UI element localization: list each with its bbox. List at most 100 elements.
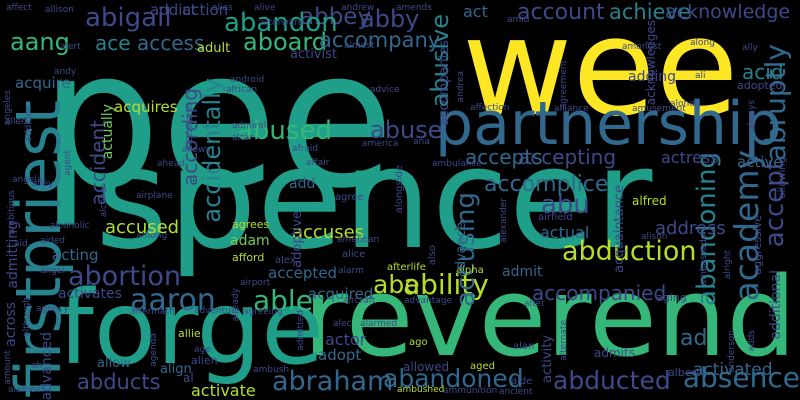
cloud-word: reverend xyxy=(303,253,797,381)
cloud-word: advice xyxy=(370,85,400,95)
cloud-word: achieve xyxy=(609,0,691,24)
cloud-word: spencer xyxy=(95,118,653,281)
cloud-word: aided xyxy=(40,236,65,246)
cloud-word: andy xyxy=(54,67,77,77)
cloud-word: ally xyxy=(742,43,758,53)
cloud-word: affect xyxy=(6,3,32,13)
cloud-word: alex xyxy=(275,255,296,266)
cloud-word: al xyxy=(183,371,194,385)
cloud-word: activist xyxy=(290,47,337,62)
cloud-word: android xyxy=(230,75,265,85)
cloud-word: alice xyxy=(342,249,366,260)
cloud-word: alcoholic xyxy=(50,221,90,231)
cloud-word: alpha xyxy=(456,265,484,276)
cloud-word: accuses xyxy=(292,222,365,243)
cloud-word: adopted xyxy=(737,79,783,92)
cloud-word: almost xyxy=(344,41,375,51)
cloud-word: addition xyxy=(24,105,34,142)
cloud-word: adding xyxy=(628,69,677,85)
cloud-word: afraid xyxy=(292,144,319,154)
cloud-word: actor xyxy=(325,330,367,349)
cloud-word: alison xyxy=(641,232,668,242)
cloud-word: accused xyxy=(105,217,180,238)
cloud-word: alone xyxy=(670,99,695,109)
cloud-word: forge xyxy=(58,269,324,388)
cloud-word: allowed xyxy=(403,360,450,374)
cloud-word: african xyxy=(226,85,258,95)
cloud-word: abortion xyxy=(68,261,182,292)
cloud-word: anderson xyxy=(727,330,737,373)
cloud-word: allen xyxy=(5,117,27,127)
cloud-word: alright xyxy=(723,250,733,280)
cloud-word: abduction xyxy=(562,236,697,267)
cloud-word: account xyxy=(517,0,605,25)
cloud-word: abused xyxy=(237,116,332,146)
cloud-word: amongst xyxy=(622,42,662,52)
cloud-word: angela xyxy=(12,175,43,185)
cloud-word: allow xyxy=(97,356,131,371)
cloud-word: alfred xyxy=(632,194,667,208)
cloud-word: amount xyxy=(3,350,13,385)
cloud-word: ana xyxy=(413,137,430,147)
cloud-word: alter xyxy=(524,299,545,309)
cloud-word: alien xyxy=(191,354,218,367)
cloud-word: affection xyxy=(470,103,510,113)
cloud-word: ah xyxy=(31,361,43,371)
cloud-word: advance xyxy=(454,222,469,278)
cloud-word: aged xyxy=(470,361,495,372)
cloud-word: already xyxy=(231,288,241,322)
cloud-word: activated xyxy=(693,360,773,380)
cloud-word: accepting xyxy=(518,145,617,169)
cloud-word: abuse xyxy=(370,116,443,144)
cloud-word: ability xyxy=(403,268,489,301)
cloud-word: aboard xyxy=(243,28,328,56)
cloud-word: acknowledges xyxy=(644,20,658,106)
cloud-word: afterlife xyxy=(387,262,426,273)
cloud-word: abigail xyxy=(85,3,172,33)
cloud-word: afterward xyxy=(260,18,304,28)
cloud-word: accepts xyxy=(465,145,543,169)
cloud-word: abducted xyxy=(553,366,671,395)
cloud-word: acting xyxy=(52,246,99,264)
cloud-word: accompanies xyxy=(437,40,452,126)
cloud-word: agree xyxy=(335,192,364,203)
cloud-word: agreement xyxy=(559,60,569,110)
cloud-word: align xyxy=(160,362,192,377)
cloud-word: alarmed xyxy=(360,319,398,329)
cloud-word: ambassador xyxy=(699,230,709,286)
cloud-word: ambushed xyxy=(397,385,445,395)
cloud-word: abe xyxy=(373,270,420,299)
cloud-word: active xyxy=(737,153,783,171)
cloud-word: aftermath xyxy=(130,307,175,317)
cloud-word: alcohol xyxy=(99,185,109,218)
cloud-word: airfield xyxy=(538,212,573,223)
cloud-word: admits xyxy=(594,346,635,360)
cloud-word: alamein xyxy=(8,385,45,395)
cloud-word: allie xyxy=(178,327,201,340)
cloud-word: adopt xyxy=(318,346,362,364)
cloud-word: aang xyxy=(10,28,70,56)
cloud-word: activity xyxy=(540,335,555,383)
cloud-word: abandoned xyxy=(383,364,524,393)
cloud-word: ambitious xyxy=(7,190,17,235)
cloud-word: along xyxy=(690,38,715,48)
cloud-word: andrew xyxy=(341,3,375,13)
cloud-word: ammunition xyxy=(443,386,498,396)
cloud-word: ad xyxy=(680,326,708,351)
cloud-word: agent xyxy=(63,150,73,176)
cloud-word: abandon xyxy=(224,8,338,38)
cloud-word: ambulance xyxy=(432,159,482,169)
cloud-word: partnership xyxy=(435,89,782,159)
cloud-word: adventure xyxy=(194,306,241,316)
cloud-word: adult xyxy=(197,41,231,56)
cloud-word: although xyxy=(22,297,32,337)
cloud-word: acknowledge xyxy=(665,1,791,23)
cloud-word: agrees xyxy=(232,218,270,231)
cloud-word: across xyxy=(3,302,19,347)
cloud-word: action xyxy=(182,1,229,19)
cloud-word: accompany xyxy=(319,28,441,52)
cloud-word: actual xyxy=(540,223,590,242)
cloud-word: abu xyxy=(541,190,590,220)
cloud-word: alliance xyxy=(554,104,589,114)
